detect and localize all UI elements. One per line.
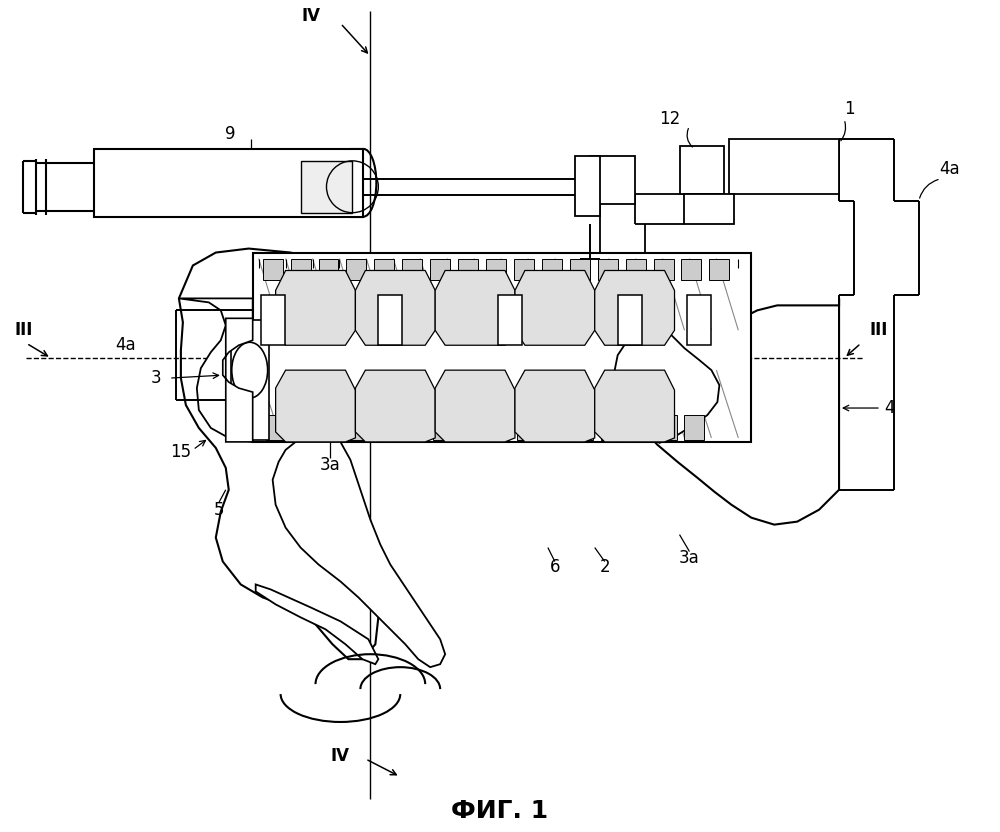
Text: III: III [14,321,33,339]
Polygon shape [223,319,253,442]
Text: 4: 4 [884,399,894,417]
Bar [498,295,522,345]
Polygon shape [614,299,839,525]
Bar [378,295,402,345]
Text: 3a: 3a [679,548,700,567]
Bar [687,295,711,345]
Bar [654,259,674,280]
Text: 2: 2 [599,558,610,577]
Bar [430,259,450,280]
Bar [294,415,314,440]
Bar [517,415,537,440]
Text: 9: 9 [226,125,236,143]
Bar [405,415,425,440]
Polygon shape [179,249,378,659]
Text: IV: IV [301,7,320,25]
Bar [377,415,397,440]
Polygon shape [273,442,445,667]
Text: 1: 1 [844,100,854,118]
Bar [626,259,646,280]
Bar [433,415,453,440]
Text: IV: IV [331,747,350,765]
Polygon shape [595,270,675,345]
Bar [458,259,478,280]
Bar [629,415,649,440]
Bar [542,259,562,280]
Polygon shape [256,584,378,664]
Bar [402,259,422,280]
Text: 15: 15 [170,443,191,461]
Polygon shape [435,270,515,345]
Bar [545,415,565,440]
Polygon shape [435,370,515,442]
Text: 4a: 4a [939,160,959,178]
Polygon shape [614,329,719,443]
Bar [94,149,363,216]
Polygon shape [355,370,435,442]
Bar [709,259,729,280]
Bar [346,259,366,280]
Bar [231,320,269,440]
Bar [261,295,285,345]
Bar [657,415,677,440]
Polygon shape [515,370,595,442]
Polygon shape [515,270,595,345]
Bar [301,161,352,213]
Bar [573,415,593,440]
Bar [253,253,751,442]
Bar [684,194,734,224]
Bar [514,259,534,280]
Text: 12: 12 [659,110,680,128]
Bar [321,415,341,440]
Bar [489,415,509,440]
Text: 4a: 4a [116,336,136,354]
Bar [575,156,600,215]
Bar [590,156,635,204]
Bar [570,259,590,280]
Polygon shape [276,270,355,345]
Bar [291,259,311,280]
Bar [680,146,724,194]
Text: 3a: 3a [320,456,341,474]
Bar [263,259,283,280]
Text: ФИГ. 1: ФИГ. 1 [451,799,549,823]
Text: 5: 5 [214,501,224,518]
Bar [684,415,704,440]
Polygon shape [179,299,253,442]
Bar [266,415,286,440]
Bar [598,259,618,280]
Text: III: III [870,321,888,339]
Bar [486,259,506,280]
Bar [601,415,621,440]
Bar [319,259,338,280]
Bar [461,415,481,440]
Bar [349,415,369,440]
Polygon shape [595,370,675,442]
Polygon shape [276,370,355,442]
Text: 6: 6 [550,558,560,577]
Bar [681,259,701,280]
Text: 3: 3 [151,369,161,387]
Bar [374,259,394,280]
Bar [618,295,642,345]
Bar [729,139,839,194]
Polygon shape [355,270,435,345]
